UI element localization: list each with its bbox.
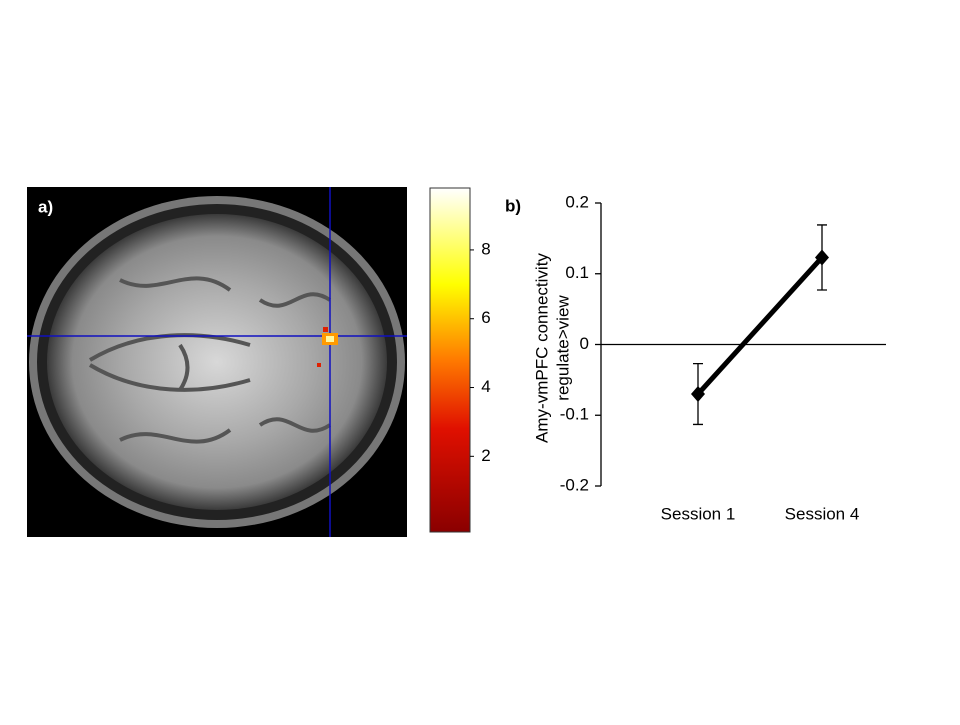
x-tick-label: Session 1 bbox=[661, 504, 736, 523]
line bbox=[696, 255, 824, 396]
colorbar-tick-label: 8 bbox=[481, 239, 490, 258]
panel-label: b) bbox=[505, 196, 521, 215]
y-tick-label: 0 bbox=[580, 334, 589, 353]
y-axis-label-line: Amy-vmPFC connectivity bbox=[532, 253, 551, 443]
panel-label: a) bbox=[38, 197, 53, 216]
y-axis-label-line: regulate>view bbox=[553, 295, 572, 401]
y-tick-label: -0.1 bbox=[560, 405, 589, 424]
brain-image bbox=[27, 187, 407, 537]
y-axis-label: Amy-vmPFC connectivity regulate>view bbox=[532, 253, 572, 443]
colorbar-tick-label: 4 bbox=[481, 377, 490, 396]
colorbar-tick-label: 6 bbox=[481, 308, 490, 327]
x-tick-label: Session 4 bbox=[785, 504, 860, 523]
y-tick-label: -0.2 bbox=[560, 475, 589, 494]
marker bbox=[691, 386, 705, 403]
colorbar-tick-label: 2 bbox=[481, 446, 490, 465]
y-tick-label: 0.1 bbox=[565, 263, 589, 282]
colorbar bbox=[429, 187, 471, 533]
y-tick-label: 0.2 bbox=[565, 192, 589, 211]
marker bbox=[815, 249, 829, 266]
